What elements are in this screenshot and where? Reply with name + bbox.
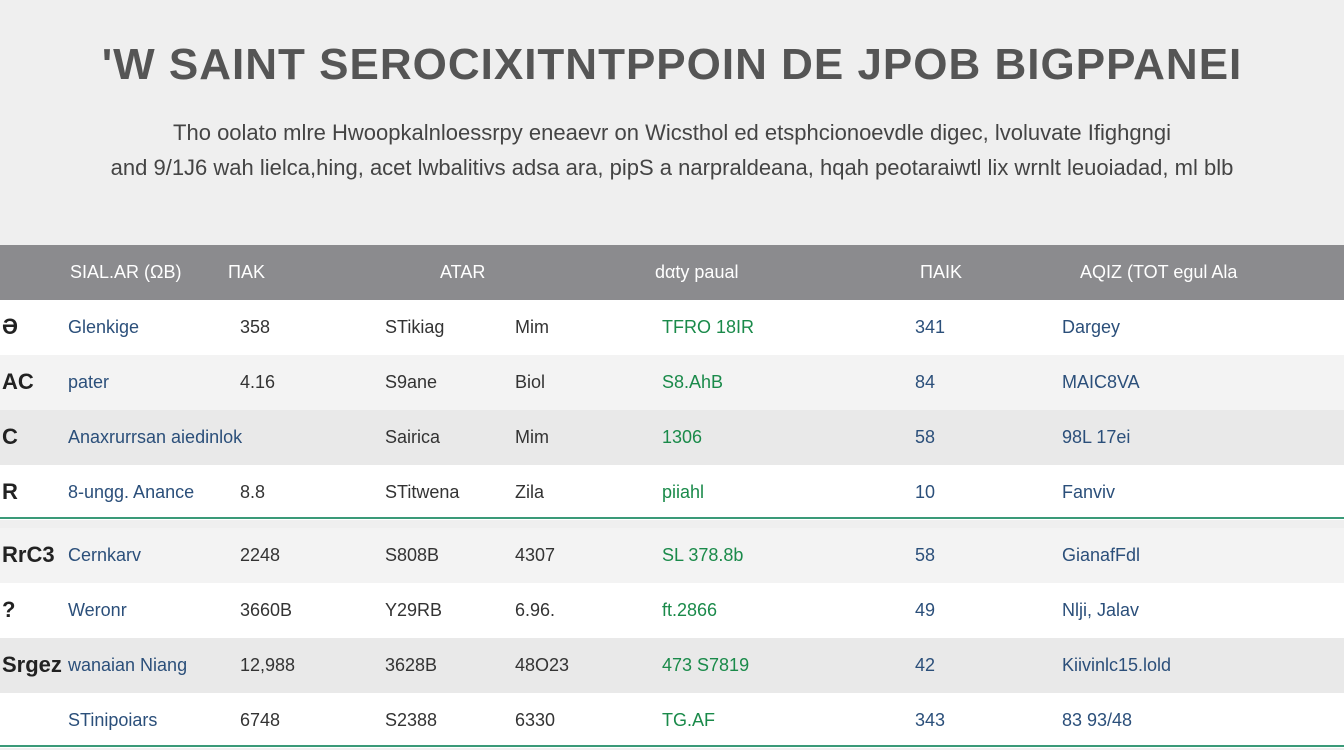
cell-item: 3628B [385,655,438,675]
table-row: AC pater 4.16 S9ane Biol S8.AhB 84 MAIC8VA [0,355,1344,410]
cell-value: 1306 [662,427,703,447]
cell-status: MAIC8VA [1062,372,1140,392]
table-row: Ə Glenkige 358 STikiag Mim TFRO 18IR 341 Dargey [0,300,1344,355]
cell-extra: Biol [515,372,546,392]
cell-num: 4.16 [240,372,276,392]
cell-num: 2248 [240,545,281,565]
cell-name: Glenkige [68,317,140,337]
cell-name: pater [68,372,110,392]
divider [0,517,1344,519]
cell-item: Y29RB [385,600,443,620]
cell-extra: 48O23 [515,655,570,675]
cell-name: Anaxrurrsan aiedinlok [68,427,243,447]
subtitle: and 9/1J6 wah lielca,hing, acet lwbaliti… [110,155,1234,180]
cell-status: GianafFdl [1062,545,1141,565]
table-row: ? Weronr 3660B Y29RB 6.96. ft.2866 49 Nlji, Jal… [0,583,1344,638]
cell-item: S9ane [385,372,438,392]
cell-count: 341 [915,317,946,337]
column-header: ПAK [228,262,265,282]
cell-logo: R [2,479,18,504]
column-header: ATAR [440,262,486,282]
cell-item: STitwena [385,482,460,502]
cell-num: 12,988 [240,655,296,675]
cell-item: S808B [385,545,440,565]
cell-name: Cernkarv [68,545,142,565]
cell-logo: AC [2,369,34,394]
cell-name: Weronr [68,600,127,620]
cell-extra: Mim [515,427,549,447]
column-header: dαty paual [655,262,739,282]
cell-count: 42 [915,655,936,675]
cell-num: 358 [240,317,271,337]
cell-value: SL 378.8b [662,545,744,565]
cell-value: TFRO 18IR [662,317,755,337]
cell-value: 473 S7819 [662,655,750,675]
table-header: SIAL.AR (ΩB) ПAK ATAR dαty paual ПAIK AQIZ (T… [0,245,1344,300]
cell-value: piiahl [662,482,705,502]
cell-extra: Zila [515,482,545,502]
cell-extra: 6330 [515,710,556,730]
table-row: C Anaxrurrsan aiedinlok Sairica Mim 1306 58 98… [0,410,1344,465]
cell-extra: Mim [515,317,549,337]
cell-status: Kiivinlc15.lold [1062,655,1172,675]
cell-item: STikiag [385,317,445,337]
column-header: AQIZ (TOT egul Ala [1080,262,1238,282]
table-row: Srgez wanaian Niang 12,988 3628B 48O23 473 S7… [0,638,1344,693]
cell-status: Dargey [1062,317,1121,337]
cell-item: S2388 [385,710,438,730]
cell-logo: C [2,424,18,449]
column-header: SIAL.AR (ΩB) [70,262,182,282]
title: 'W SAINT SEROCIXITNTPPOIN DE JPOB BIGPPA… [101,40,1243,89]
table-row: R 8-ungg. Anance 8.8 STitwena Zila piiahl 10 Fa… [0,465,1344,520]
cell-count: 58 [915,545,936,565]
cell-name: 8-ungg. Anance [68,482,195,502]
cell-count: 58 [915,427,936,447]
cell-num: 6748 [240,710,281,730]
table-row: STinipoiars 6748 S2388 6330 TG.AF 343 83 93/48 [0,693,1344,748]
cell-status: 83 93/48 [1062,710,1133,730]
cell-name: STinipoiars [68,710,158,730]
cell-num: 8.8 [240,482,266,502]
cell-num: 3660B [240,600,293,620]
cell-logo: Ə [2,314,18,339]
cell-extra: 6.96. [515,600,556,620]
cell-value: ft.2866 [662,600,718,620]
cell-status: 98L 17ei [1062,427,1131,447]
cell-count: 49 [915,600,936,620]
cell-extra: 4307 [515,545,556,565]
cell-logo: ? [2,597,16,622]
cell-count: 84 [915,372,936,392]
cell-value: S8.AhB [662,372,724,392]
cell-logo: RrC3 [2,542,55,567]
column-header: ПAIK [920,262,962,282]
cell-count: 343 [915,710,946,730]
cell-status: Nlji, Jalav [1062,600,1140,620]
cell-logo: Srgez [2,652,62,677]
cell-item: Sairica [385,427,441,447]
subtitle: Tho oolato mlre Hwoopkalnloessrpy eneaev… [173,120,1171,145]
cell-count: 10 [915,482,936,502]
divider [0,745,1344,747]
cell-status: Fanviv [1062,482,1116,502]
cell-value: TG.AF [662,710,715,730]
table-row: RrC3 Cernkarv 2248 S808B 4307 SL 378.8b 58 Gian… [0,528,1344,583]
cell-name: wanaian Niang [68,655,188,675]
